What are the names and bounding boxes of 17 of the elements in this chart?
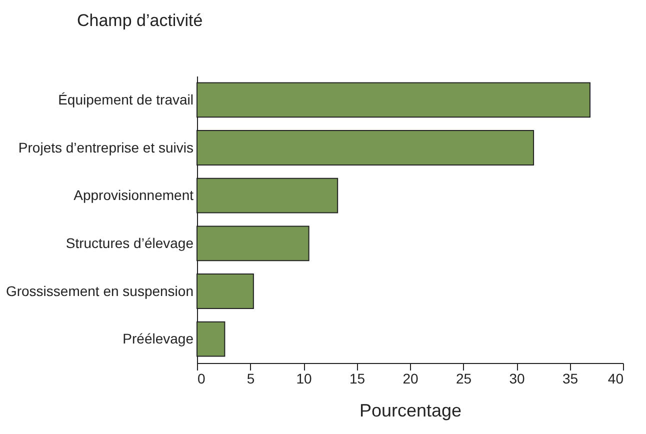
x-tick-label: 0 [198,370,206,386]
y-tick-label: Préélevage [122,330,194,347]
chart-title: Champ d’activité [77,11,203,30]
x-tick-label: 25 [456,370,472,386]
x-tick-label: 15 [349,370,366,386]
y-tick-label: Grossissement en suspension [6,282,194,299]
x-tick-label: 5 [246,370,255,386]
y-tick-label: Structures d’élevage [66,234,194,251]
y-tick-label: Approvisionnement [74,187,194,204]
x-tick-label: 35 [562,370,578,386]
x-tick-label: 10 [296,370,312,386]
y-tick-label: Projets d’entreprise et suivis [18,139,194,156]
x-tick-label: 40 [608,370,624,386]
x-tick-label: 20 [402,370,418,386]
y-tick-label: Équipement de travail [58,91,194,108]
x-axis-title: Pourcentage [359,400,462,420]
x-tick-label: 30 [509,370,525,386]
